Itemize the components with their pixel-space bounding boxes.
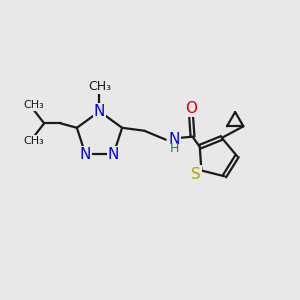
Text: N: N — [80, 147, 91, 162]
Text: S: S — [191, 167, 201, 182]
Text: H: H — [170, 142, 179, 154]
Text: CH₃: CH₃ — [88, 80, 111, 93]
Text: N: N — [168, 132, 179, 147]
Text: N: N — [94, 104, 105, 119]
Text: CH₃: CH₃ — [23, 100, 44, 110]
Text: O: O — [185, 101, 197, 116]
Text: N: N — [108, 147, 119, 162]
Text: CH₃: CH₃ — [23, 136, 44, 146]
